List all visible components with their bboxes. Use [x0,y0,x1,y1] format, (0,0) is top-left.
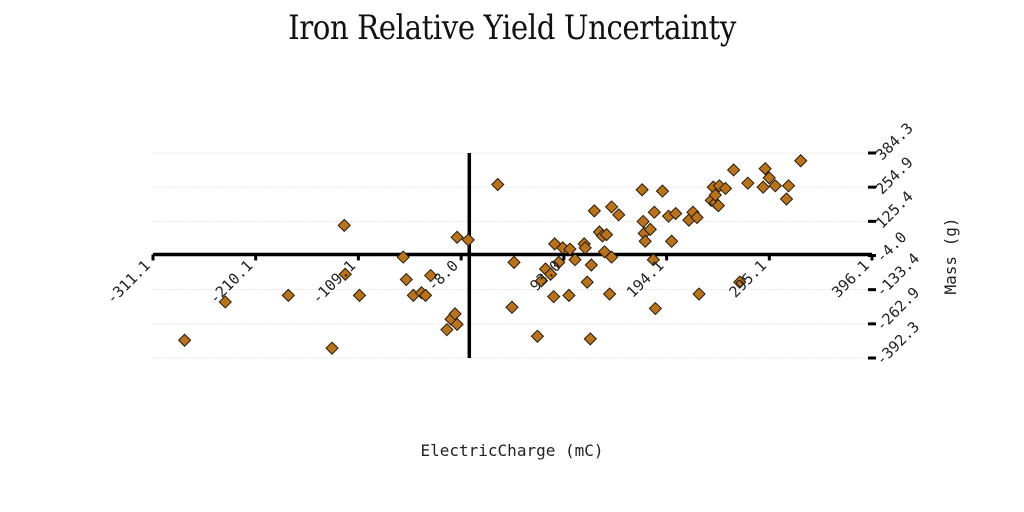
data-point [399,272,413,287]
data-point [664,234,679,248]
data-point [563,242,577,256]
data-point [604,250,619,264]
data-point [643,222,657,237]
data-point [491,177,505,192]
data-point [599,227,614,242]
data-point [635,183,649,197]
data-point [781,179,796,193]
data-point [507,255,521,270]
data-point [612,208,626,222]
data-point [281,288,296,303]
data-point [562,288,576,303]
data-point [461,233,475,247]
data-point [668,206,683,221]
x-tick-label: -109.1 [308,257,359,308]
data-point [337,218,351,233]
data-points [177,154,808,355]
data-point [546,289,561,304]
data-point [756,180,770,194]
data-point [396,250,410,264]
data-point [578,241,592,255]
y-tick-label: 125.4 [872,188,917,233]
data-point [758,161,772,176]
data-point [692,287,706,301]
data-point [604,200,619,214]
data-point [726,163,741,177]
data-point [647,205,662,219]
data-point [580,275,594,289]
data-point [440,322,454,337]
data-point [762,171,776,185]
data-point [597,245,612,259]
data-point [584,258,599,272]
data-point [768,179,783,193]
data-point [648,301,663,316]
data-point [338,267,352,281]
y-axis-title: Mass (g) [941,217,960,294]
y-tick-label: 254.9 [872,153,917,198]
data-point [423,268,438,283]
data-point [450,230,464,244]
x-tick-label: 396.1 [828,257,873,302]
data-point [534,274,549,288]
data-point [638,234,652,248]
data-point [325,341,339,355]
data-point [218,295,232,309]
data-point [711,198,726,213]
data-point [690,210,704,225]
data-point [794,154,808,168]
data-point [708,188,723,202]
data-point [587,204,602,218]
data-point [583,332,597,346]
y-tick-label: 384.3 [872,119,917,164]
data-point [568,253,582,267]
data-point [505,300,519,314]
data-point [450,317,464,332]
data-point [530,329,545,343]
x-tick-label: -8.0 [424,257,462,295]
data-point [418,288,433,303]
data-point [636,214,650,229]
x-tick-label: -210.1 [205,257,256,308]
data-point [177,333,192,347]
data-point [733,275,747,289]
data-point [718,181,733,196]
data-point [352,288,367,303]
data-point [646,253,661,267]
data-point [602,287,617,301]
axes [153,153,872,358]
x-tick-label: -311.1 [103,257,154,308]
data-point [543,267,558,281]
chart-title: Iron Relative Yield Uncertainty [288,8,736,48]
data-point [779,192,794,206]
data-point [655,184,670,198]
data-point [741,176,755,190]
x-tick-label: 194.1 [623,257,668,302]
x-tick-label: 295.1 [725,257,770,302]
x-axis-title: ElectricCharge (mC) [420,441,603,460]
